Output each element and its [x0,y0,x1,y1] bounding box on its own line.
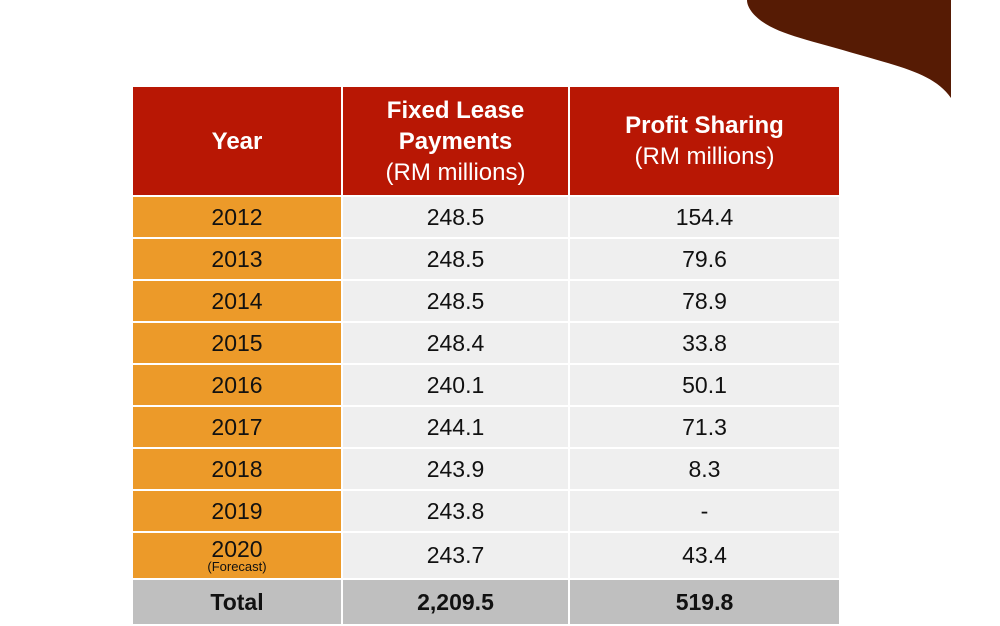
year-cell: 2016 [131,363,343,407]
fixed-lease-cell: 243.7 [341,531,570,580]
forecast-note: (Forecast) [207,558,267,574]
table-row: 2012 248.5 154.4 [131,195,841,239]
year-cell: 2015 [131,321,343,365]
table-row: 2014 248.5 78.9 [131,279,841,323]
fixed-lease-cell: 248.5 [341,279,570,323]
table-row: 2013 248.5 79.6 [131,237,841,281]
fixed-lease-cell: 248.4 [341,321,570,365]
fixed-lease-cell: 248.5 [341,195,570,239]
year-cell: 2017 [131,405,343,449]
table-row: 2019 243.8- [131,489,841,533]
profit-sharing-cell: 43.4 [568,531,841,580]
total-label: Total [131,578,343,626]
lease-payments-table: Year Fixed Lease Payments (RM millions) P… [131,85,841,626]
year-cell: 2012 [131,195,343,239]
header-profit-sharing: Profit Sharing (RM millions) [568,85,841,197]
year-cell: 2019 [131,489,343,533]
table-row: 2017 244.1 71.3 [131,405,841,449]
table-row: 2018 243.9 8.3 [131,447,841,491]
profit-sharing-cell: 79.6 [568,237,841,281]
profit-sharing-cell: 154.4 [568,195,841,239]
decorative-corner-shape [747,0,951,98]
header-fixed-lease: Fixed Lease Payments (RM millions) [341,85,570,197]
profit-sharing-cell: 78.9 [568,279,841,323]
total-fixed: 2,209.5 [341,578,570,626]
profit-sharing-cell: - [568,489,841,533]
fixed-lease-cell: 248.5 [341,237,570,281]
table-row: 2016 240.1 50.1 [131,363,841,407]
fixed-lease-cell: 243.8 [341,489,570,533]
table-header-row: Year Fixed Lease Payments (RM millions) P… [131,85,841,197]
table-row: 2015 248.4 33.8 [131,321,841,365]
year-cell: 2018 [131,447,343,491]
profit-sharing-cell: 50.1 [568,363,841,407]
year-cell: 2020 (Forecast) [131,531,343,580]
profit-sharing-cell: 71.3 [568,405,841,449]
year-cell: 2014 [131,279,343,323]
profit-sharing-cell: 33.8 [568,321,841,365]
fixed-lease-cell: 244.1 [341,405,570,449]
table-row: 2020 (Forecast) 243.7 43.4 [131,531,841,580]
fixed-lease-cell: 243.9 [341,447,570,491]
total-profit: 519.8 [568,578,841,626]
header-year: Year [131,85,343,197]
profit-sharing-cell: 8.3 [568,447,841,491]
fixed-lease-cell: 240.1 [341,363,570,407]
total-row: Total 2,209.5 519.8 [131,578,841,626]
year-cell: 2013 [131,237,343,281]
